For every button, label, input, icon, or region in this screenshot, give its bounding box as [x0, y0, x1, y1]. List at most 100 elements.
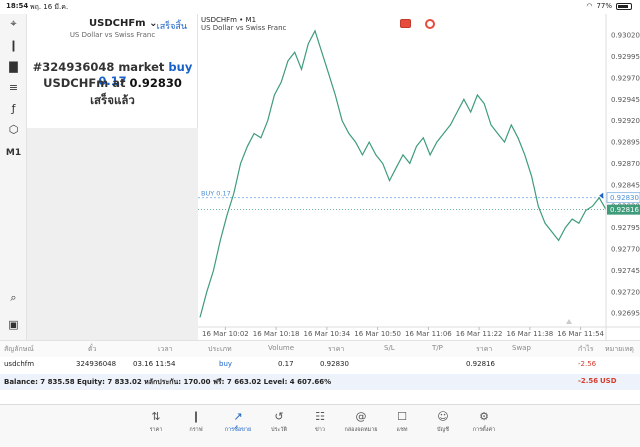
x-tick-label: 16 Mar 11:38: [507, 330, 554, 338]
currency: USD: [600, 377, 617, 385]
y-tick-label: 0.92845: [611, 181, 640, 189]
mail-icon: @: [355, 410, 367, 423]
chart-title: USDCHFm • M1: [201, 16, 257, 24]
cell-ticket: 324936048: [76, 360, 117, 368]
y-tick-label: 0.92795: [611, 224, 640, 232]
status-indicators: ◠ 77%: [586, 2, 632, 10]
y-tick-label: 0.92895: [611, 139, 640, 147]
cell-time: 03.16 11:54: [133, 360, 176, 368]
tab-account[interactable]: ☺ บัญชี: [423, 409, 463, 434]
timeframe-button[interactable]: M1: [5, 148, 22, 158]
battery-percent: 77%: [596, 2, 612, 10]
cell-symbol: usdchfm: [4, 360, 35, 368]
tab-news[interactable]: ☷ ข่าว: [300, 409, 340, 434]
tab-label: บัญชี: [437, 427, 449, 433]
order-status: เสร็จแล้ว: [90, 93, 135, 107]
chart-subtitle: US Dollar vs Swiss Franc: [201, 24, 287, 32]
cell-type: buy: [219, 360, 233, 368]
tab-chat[interactable]: ☐ แชท: [382, 409, 422, 434]
tab-label: กล่องจดหมาย: [344, 427, 378, 433]
y-tick-label: 0.92870: [611, 160, 640, 168]
y-tick-label: 0.92720: [611, 288, 640, 296]
order-ticket-text: #324936048 market: [32, 60, 165, 74]
buy-price-tag: 0.92830: [610, 194, 639, 202]
tab-chart[interactable]: ❙ กราฟ: [176, 409, 216, 434]
col-header: สัญลักษณ์: [4, 345, 34, 353]
indicators-icon[interactable]: ≡: [8, 80, 19, 94]
crosshair-icon[interactable]: ⌖: [10, 17, 17, 30]
search-icon[interactable]: ⌕: [10, 291, 17, 304]
cell-profit: -2.56: [578, 360, 597, 368]
tab-label: การตั้งค่า: [472, 427, 496, 433]
buy-arrow-icon: [599, 192, 604, 199]
price-series-line: [199, 29, 607, 318]
bars-icon[interactable]: ▇: [9, 59, 18, 73]
table-row[interactable]: usdchfm 324936048 03.16 11:54 buy 0.17 0…: [0, 357, 640, 373]
y-tick-label: 0.93020: [611, 32, 640, 40]
total-profit: -2.56: [578, 377, 599, 385]
col-header: ราคา: [476, 345, 493, 353]
x-tick-label: 16 Mar 10:34: [304, 330, 351, 338]
current-price-tag: 0.92816: [610, 206, 639, 214]
col-header: T/P: [432, 344, 443, 352]
news-icon: ☷: [315, 410, 325, 423]
chat-icon: ☐: [397, 410, 407, 423]
status-time: 18:54: [6, 2, 29, 10]
col-header: ราคา: [328, 345, 345, 353]
order-summary-line: #324936048 market buy 0.17: [27, 60, 198, 88]
cell-open-price: 0.92830: [320, 360, 349, 368]
app-icon[interactable]: ▣: [8, 317, 19, 331]
done-button[interactable]: เสร็จสิ้น: [156, 22, 187, 32]
order-price-line: USDCHFm at 0.92830: [27, 76, 198, 90]
scroll-end-icon[interactable]: [566, 319, 572, 324]
cell-current-price: 0.92816: [466, 360, 495, 368]
quotes-icon: ⇅: [151, 410, 161, 423]
one-click-trading-icon[interactable]: [400, 19, 411, 28]
symbol-selector[interactable]: USDCHFm ⌄: [89, 18, 158, 29]
connection-status-icon[interactable]: [425, 19, 435, 29]
left-toolbar: ⌖ ❙ ▇ ≡ ƒ ⬡ M1 ⌕ ▣: [0, 14, 27, 340]
col-header: S/L: [384, 344, 395, 352]
function-icon[interactable]: ƒ: [11, 101, 16, 115]
tab-label: แชท: [396, 427, 408, 433]
objects-icon[interactable]: ⬡: [8, 122, 19, 136]
candles-icon[interactable]: ❙: [8, 38, 19, 52]
order-result: USDCHFm ⌄ เสร็จสิ้น US Dollar vs Swiss F…: [27, 14, 197, 128]
price-chart[interactable]: BUY 0.17 0.93020 0.92995 0.92970 0.92945 0.9…: [198, 14, 640, 340]
tab-quotes[interactable]: ⇅ ราคา: [136, 409, 176, 434]
account-icon: ☺: [437, 410, 449, 423]
tab-label: การซื้อขาย: [224, 427, 252, 433]
col-header: หมายเหตุ: [605, 345, 634, 353]
candles-icon: ❙: [191, 410, 201, 423]
history-icon: ↺: [274, 410, 284, 423]
col-header: ตั๋ว: [88, 345, 97, 353]
y-tick-label: 0.92745: [611, 267, 640, 275]
y-tick-label: 0.92920: [611, 117, 640, 125]
tab-trade[interactable]: ↗ การซื้อขาย: [218, 409, 258, 434]
tab-history[interactable]: ↺ ประวัติ: [259, 409, 299, 434]
tab-settings[interactable]: ⚙ การตั้งค่า: [464, 409, 504, 434]
x-tick-label: 16 Mar 11:54: [557, 330, 604, 338]
chart-status-icons: [400, 19, 435, 29]
status-bar: 18:54 พฤ. 16 มี.ค. ◠ 77%: [0, 0, 640, 14]
col-header: เวลา: [158, 345, 173, 353]
buy-price-tag-box: [606, 192, 640, 204]
y-tick-label: 0.92695: [611, 310, 640, 318]
tab-mailbox[interactable]: @ กล่องจดหมาย: [341, 409, 381, 434]
current-price-tag-box: [607, 204, 640, 215]
cell-volume: 0.17: [278, 360, 294, 368]
y-tick-label: 0.92945: [611, 96, 640, 104]
tab-label: ราคา: [149, 427, 163, 433]
x-tick-label: 16 Mar 11:06: [405, 330, 452, 338]
tab-bar: ⇅ ราคา ❙ กราฟ ↗ การซื้อขาย ↺ ประวัติ ☷ ข่าว @…: [0, 404, 640, 447]
buy-level-label: BUY 0.17: [201, 190, 231, 198]
tab-label: ข่าว: [315, 427, 325, 433]
col-header: กำไร: [578, 345, 594, 353]
x-tick-label: 16 Mar 10:18: [253, 330, 300, 338]
balance-summary: Balance: 7 835.58 Equity: 7 833.02 หลักป…: [0, 374, 640, 390]
chart-canvas[interactable]: BUY 0.17 0.93020 0.92995 0.92970 0.92945 0.9…: [198, 14, 640, 340]
col-header: ประเภท: [208, 345, 232, 353]
x-tick-label: 16 Mar 10:50: [354, 330, 401, 338]
col-header: Volume: [268, 344, 295, 352]
order-price: 0.92830: [129, 76, 182, 90]
